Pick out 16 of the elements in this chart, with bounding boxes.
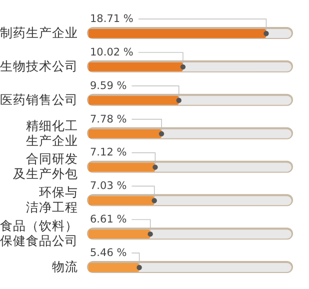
y-tick-label: 制药生产企业 [0,25,78,40]
data-label: 9.59 % [90,80,127,92]
data-label: 10.02 % [90,46,134,58]
data-label: 6.61 % [90,214,127,226]
y-tick-label: 合同研发及生产外包 [13,151,78,182]
data-label: 7.78 % [90,113,127,126]
y-tick-label: 精细化工生产企业 [26,118,78,148]
data-label: 5.46 % [90,247,127,259]
y-tick-label: 食品（饮料）保健食品公司 [0,218,78,248]
y-tick-label: 生物技术公司 [0,58,78,74]
y-tick-label: 环保与洁净工程 [26,184,78,215]
y-tick-label: 医药销售公司 [0,92,78,107]
data-label: 7.12 % [90,146,127,159]
data-label: 7.03 % [90,180,127,192]
y-tick-label: 物流 [52,259,78,274]
data-label: 18.71 % [90,13,134,25]
